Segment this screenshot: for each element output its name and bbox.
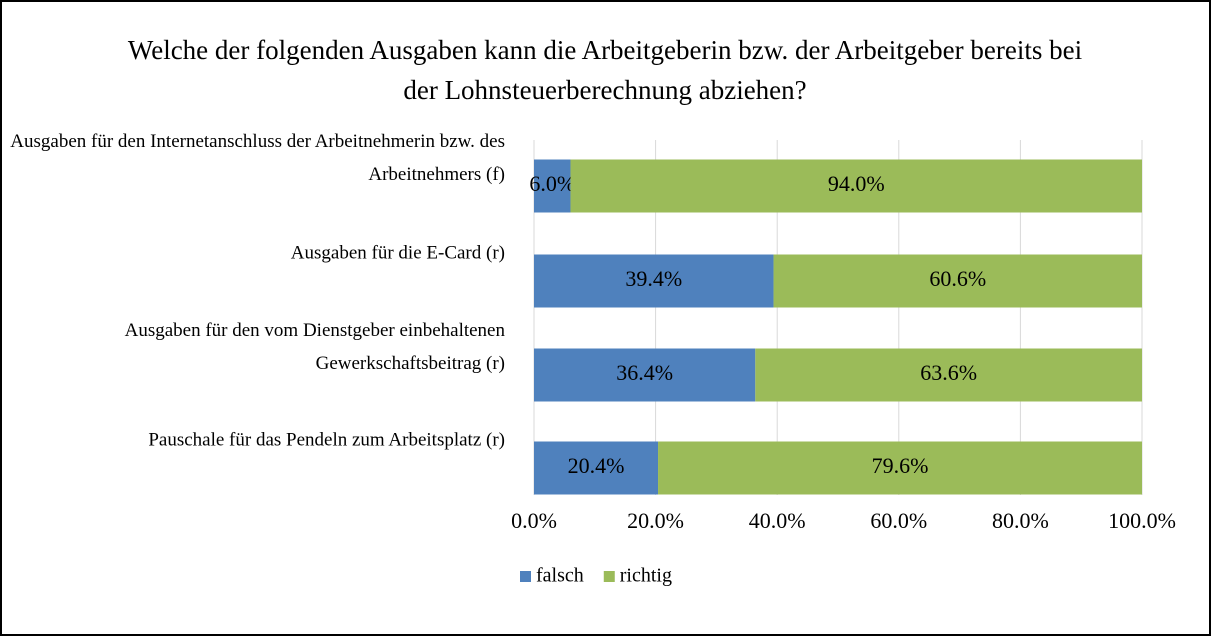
value-label: 39.4% (625, 266, 682, 291)
legend-swatch (603, 571, 615, 582)
x-tick-label: 0.0% (511, 508, 557, 533)
bar (534, 254, 774, 308)
value-label: 20.4% (568, 453, 625, 478)
x-tick-label: 40.0% (749, 508, 806, 533)
category-label: Ausgaben für die E-Card (r) (290, 242, 505, 264)
category-label: Ausgaben für den Internetanschluss der A… (10, 131, 505, 185)
legend-label: richtig (620, 565, 672, 587)
value-label: 36.4% (616, 360, 673, 385)
chart-title: Welche der folgenden Ausgaben kann die A… (127, 35, 1083, 105)
bar (534, 348, 756, 402)
bar (755, 348, 1142, 402)
value-label: 79.6% (872, 453, 929, 478)
category-label: Pauschale für das Pendeln zum Arbeitspla… (148, 429, 505, 451)
bar (658, 441, 1142, 495)
x-tick-label: 80.0% (992, 508, 1049, 533)
legend-swatch (520, 571, 531, 582)
x-tick-label: 60.0% (870, 508, 927, 533)
bar (534, 159, 571, 213)
value-label: 63.6% (920, 360, 977, 385)
legend-label: falsch (536, 565, 584, 587)
bar (570, 159, 1142, 213)
x-tick-label: 100.0% (1108, 508, 1176, 533)
value-label: 94.0% (828, 171, 885, 196)
value-label: 60.6% (929, 266, 986, 291)
x-tick-label: 20.0% (627, 508, 684, 533)
bar (534, 441, 659, 495)
value-label: 6.0% (529, 171, 575, 196)
category-label: Ausgaben für den vom Dienstgeber einbeha… (124, 320, 505, 374)
bar (773, 254, 1142, 308)
